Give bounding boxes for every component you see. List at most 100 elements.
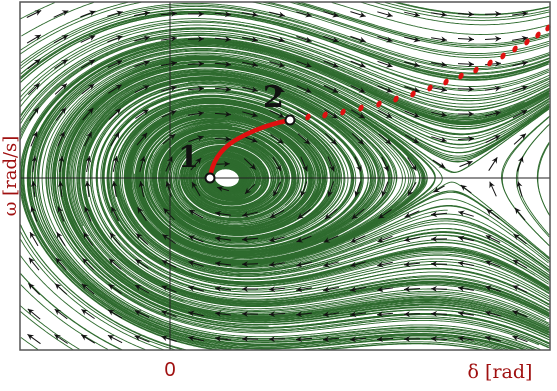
field-arrow-head bbox=[358, 61, 366, 68]
field-arrow-head bbox=[458, 310, 465, 317]
field-arrow-head bbox=[215, 310, 222, 317]
streamline bbox=[97, 343, 109, 350]
field-arrow-head bbox=[33, 59, 41, 66]
field-arrow-head bbox=[88, 35, 96, 41]
field-arrow-head bbox=[115, 35, 123, 42]
field-arrow-head bbox=[494, 110, 501, 117]
field-arrow-head bbox=[170, 35, 177, 42]
field-arrow-head bbox=[30, 181, 37, 188]
streamline bbox=[128, 108, 405, 262]
field-arrow-head bbox=[330, 138, 337, 145]
streamline bbox=[505, 283, 550, 306]
field-arrow-head bbox=[251, 61, 258, 68]
streamline bbox=[130, 109, 403, 261]
field-arrow-head bbox=[57, 206, 64, 214]
field-arrow-head bbox=[86, 131, 92, 139]
streamline bbox=[301, 258, 550, 298]
streamline bbox=[89, 81, 507, 296]
streamline bbox=[29, 343, 39, 350]
trajectory-dot bbox=[322, 111, 328, 119]
point-2-label: 2 bbox=[263, 80, 284, 115]
field-arrow-head bbox=[467, 36, 474, 43]
field-arrow-head bbox=[161, 260, 169, 266]
field-arrow-head bbox=[332, 11, 339, 18]
streamline bbox=[322, 343, 404, 351]
field-arrow-head bbox=[192, 182, 198, 189]
field-arrow-head bbox=[88, 59, 95, 66]
field-arrow-head bbox=[351, 212, 359, 219]
field-arrow-head bbox=[468, 111, 474, 117]
field-arrow-head bbox=[494, 85, 501, 92]
streamline bbox=[41, 52, 541, 350]
streamline bbox=[505, 253, 550, 281]
streamline bbox=[19, 13, 31, 20]
streamline bbox=[301, 334, 515, 351]
streamlines bbox=[19, 1, 551, 351]
field-arrow-head bbox=[30, 206, 37, 214]
field-arrow-head bbox=[377, 236, 385, 243]
trajectory-dot bbox=[376, 100, 382, 108]
streamline bbox=[20, 305, 31, 315]
streamline bbox=[403, 107, 550, 159]
field-arrow-head bbox=[358, 36, 366, 43]
streamline bbox=[29, 1, 129, 45]
field-arrow-head bbox=[300, 189, 307, 197]
field-arrow-head bbox=[81, 283, 89, 290]
streamline bbox=[539, 343, 549, 349]
streamline bbox=[301, 43, 550, 96]
field-arrow-head bbox=[161, 285, 169, 291]
field-arrow-head bbox=[412, 112, 420, 118]
field-arrow-head bbox=[57, 181, 64, 188]
field-arrow-head bbox=[324, 213, 332, 220]
streamline bbox=[403, 68, 549, 87]
streamline bbox=[81, 76, 473, 303]
field-arrow-head bbox=[278, 11, 285, 18]
field-arrow-head bbox=[485, 310, 492, 317]
streamline bbox=[124, 105, 507, 266]
field-arrow-head bbox=[467, 135, 474, 142]
field-arrow-head bbox=[55, 283, 62, 290]
x-origin-tick-label: 0 bbox=[164, 359, 175, 381]
field-arrow-head bbox=[278, 61, 285, 68]
streamline bbox=[34, 45, 550, 255]
field-arrow-head bbox=[33, 83, 40, 90]
streamline bbox=[97, 1, 142, 15]
trajectory-dot bbox=[512, 45, 518, 53]
field-arrow-head bbox=[385, 87, 393, 93]
streamline bbox=[294, 1, 507, 47]
field-arrow-head bbox=[27, 334, 35, 341]
field-arrow-head bbox=[467, 86, 474, 93]
field-arrow-head bbox=[413, 61, 420, 68]
field-arrow-head bbox=[115, 60, 123, 66]
streamline bbox=[123, 105, 541, 267]
field-arrow-head bbox=[521, 60, 528, 67]
field-arrow-head bbox=[329, 164, 335, 172]
streamline bbox=[403, 13, 550, 26]
field-arrow-head bbox=[520, 110, 528, 116]
field-arrow-head bbox=[357, 138, 364, 145]
streamline bbox=[68, 69, 398, 277]
field-arrow-head bbox=[82, 258, 89, 265]
field-arrow-head bbox=[519, 133, 526, 140]
streamline bbox=[19, 20, 541, 98]
streamline bbox=[67, 73, 550, 331]
trajectory-dot bbox=[427, 84, 433, 92]
field-arrow-head bbox=[323, 237, 331, 243]
streamline bbox=[505, 6, 549, 15]
field-arrow-head bbox=[296, 311, 303, 318]
field-arrow-head bbox=[485, 335, 492, 342]
streamline bbox=[539, 253, 551, 263]
field-arrow-head bbox=[188, 260, 195, 267]
field-arrow-head bbox=[34, 34, 41, 41]
x-axis-label: δ [rad] bbox=[468, 361, 533, 383]
field-arrow-head bbox=[242, 236, 249, 243]
field-arrow-head bbox=[303, 138, 310, 145]
streamline bbox=[403, 213, 550, 268]
field-arrow-head bbox=[34, 10, 42, 16]
field-arrow-head bbox=[198, 11, 204, 17]
field-arrow-head bbox=[513, 234, 521, 241]
streamline bbox=[374, 1, 541, 21]
field-arrow-head bbox=[197, 110, 204, 117]
trajectory-dot bbox=[305, 113, 311, 121]
field-arrow-head bbox=[356, 164, 362, 172]
